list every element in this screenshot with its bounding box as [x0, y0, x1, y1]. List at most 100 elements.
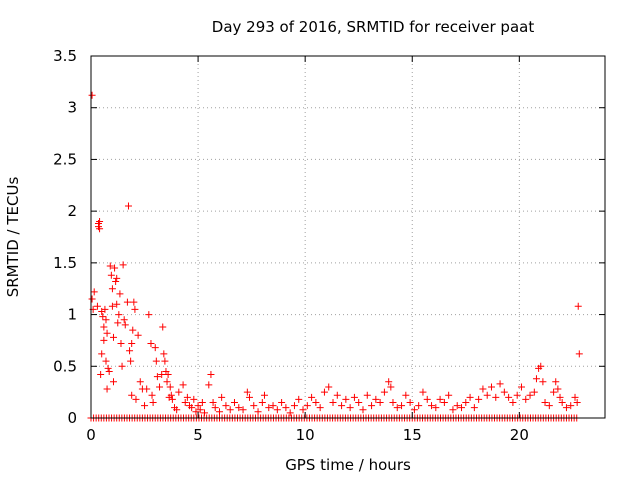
data-point — [101, 305, 109, 313]
x-tick-label: 5 — [193, 426, 203, 444]
data-point — [106, 262, 114, 270]
data-point — [342, 395, 350, 403]
data-point — [226, 406, 234, 414]
data-point — [254, 408, 262, 416]
data-point — [458, 404, 466, 412]
tick-labels: 0 5 10 15 20 0 0.5 1 1.5 2 2.5 3 3.5 — [53, 47, 529, 444]
y-tick-label: 1 — [67, 306, 77, 324]
x-axis-label: GPS time / hours — [285, 456, 411, 474]
data-point — [107, 271, 115, 279]
data-point — [545, 402, 553, 410]
data-point — [222, 402, 230, 410]
data-point — [104, 364, 112, 372]
data-point — [205, 381, 213, 389]
data-point — [163, 378, 171, 386]
data-point — [387, 383, 395, 391]
data-point — [436, 395, 444, 403]
data-point — [156, 383, 164, 391]
data-point — [273, 406, 281, 414]
data-point — [93, 302, 101, 310]
data-point — [505, 393, 513, 401]
y-tick-label: 3.5 — [53, 47, 77, 65]
data-point — [282, 404, 290, 412]
data-point — [492, 393, 500, 401]
data-point — [130, 298, 138, 306]
data-point — [574, 302, 582, 310]
data-point — [453, 402, 461, 410]
y-tick-label: 0.5 — [53, 357, 77, 375]
data-point — [316, 404, 324, 412]
data-point — [128, 391, 136, 399]
data-point — [119, 261, 127, 269]
data-point — [198, 398, 206, 406]
data-point — [299, 406, 307, 414]
data-point — [128, 340, 136, 348]
data-point — [118, 362, 126, 370]
data-point — [183, 393, 191, 401]
x-tick-label: 0 — [86, 426, 96, 444]
data-point — [126, 347, 134, 355]
data-point — [320, 388, 328, 396]
data-point — [100, 336, 108, 344]
data-point — [97, 371, 105, 379]
data-point — [290, 402, 298, 410]
data-point — [166, 383, 174, 391]
data-point — [103, 329, 111, 337]
data-point — [554, 385, 562, 393]
data-point — [117, 340, 125, 348]
data-point — [258, 398, 266, 406]
plot-frame — [90, 55, 606, 419]
axis-ticks — [90, 55, 605, 419]
data-point — [338, 402, 346, 410]
data-point — [120, 316, 128, 324]
data-point — [462, 398, 470, 406]
data-point — [134, 331, 142, 339]
data-point — [372, 395, 380, 403]
data-point — [278, 398, 286, 406]
y-tick-label: 3 — [67, 99, 77, 117]
data-point — [432, 404, 440, 412]
data-point — [539, 378, 547, 386]
data-point — [333, 391, 341, 399]
data-point — [161, 357, 169, 365]
data-point — [230, 398, 238, 406]
data-point — [359, 406, 367, 414]
data-point — [209, 398, 217, 406]
data-point — [158, 371, 166, 379]
data-point — [245, 393, 253, 401]
data-point — [103, 385, 111, 393]
data-point — [113, 274, 121, 282]
data-point — [116, 290, 124, 298]
x-tick-label: 15 — [403, 426, 422, 444]
data-point — [350, 393, 358, 401]
data-point — [346, 404, 354, 412]
data-point — [188, 404, 196, 412]
data-point — [196, 406, 204, 414]
data-point — [470, 404, 478, 412]
data-point — [152, 357, 160, 365]
data-point — [368, 402, 376, 410]
data-point — [123, 298, 131, 306]
data-point — [286, 409, 294, 417]
data-point — [541, 398, 549, 406]
data-point — [573, 398, 581, 406]
data-point — [440, 398, 448, 406]
data-point — [149, 398, 157, 406]
data-point — [129, 326, 137, 334]
data-points — [87, 91, 583, 422]
data-point — [526, 391, 534, 399]
y-tick-label: 1.5 — [53, 254, 77, 272]
y-tick-label: 0 — [67, 409, 77, 427]
data-point — [88, 295, 96, 303]
data-point — [167, 391, 175, 399]
data-point — [517, 383, 525, 391]
data-point — [211, 404, 219, 412]
data-point — [380, 388, 388, 396]
data-point — [151, 344, 159, 352]
data-point — [160, 350, 168, 358]
data-point — [90, 288, 98, 296]
data-point — [132, 395, 140, 403]
data-point — [181, 398, 189, 406]
data-point — [179, 381, 187, 389]
